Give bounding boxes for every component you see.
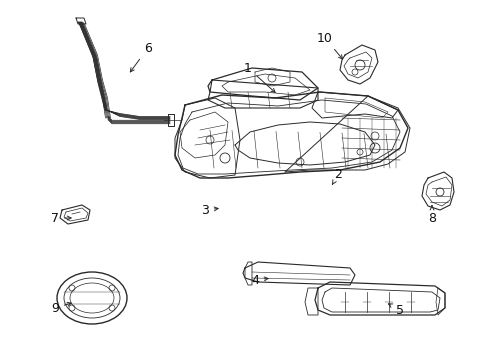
Text: 9: 9 <box>51 302 71 315</box>
Text: 10: 10 <box>316 31 342 59</box>
Text: 7: 7 <box>51 211 71 225</box>
Text: 5: 5 <box>387 303 403 316</box>
Text: 6: 6 <box>130 41 152 72</box>
Text: 8: 8 <box>427 206 435 225</box>
Text: 2: 2 <box>332 168 341 184</box>
Text: 1: 1 <box>244 62 275 93</box>
Text: 3: 3 <box>201 203 218 216</box>
Text: 4: 4 <box>250 274 267 287</box>
